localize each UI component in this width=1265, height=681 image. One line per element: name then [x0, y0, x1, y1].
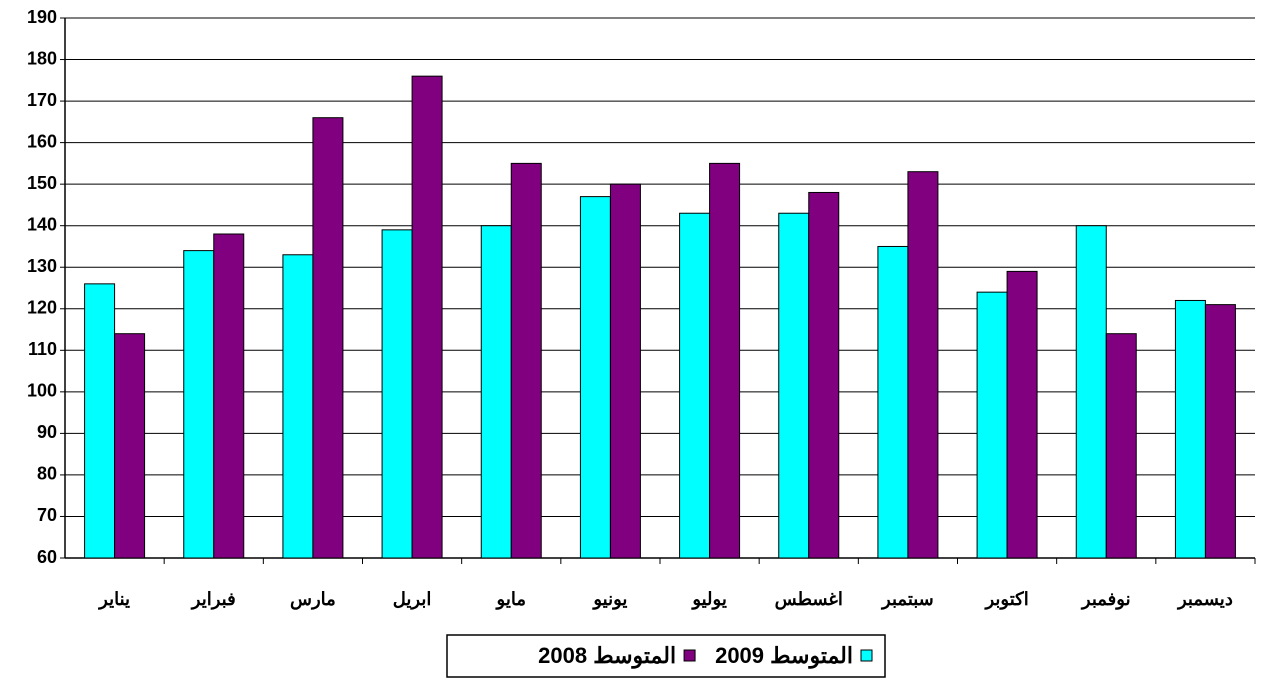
- x-tick-label: مارس: [290, 589, 336, 610]
- x-tick-label: ابريل: [393, 589, 432, 610]
- bar: [510, 162, 542, 559]
- x-tick-label: مايو: [495, 589, 526, 610]
- bar: [381, 229, 413, 559]
- bar: [1075, 225, 1107, 559]
- x-tick-label: سبتمبر: [880, 589, 934, 610]
- y-tick-label: 180: [27, 48, 57, 68]
- x-tick-label: ديسمبر: [1176, 589, 1233, 610]
- bar: [1105, 333, 1137, 559]
- y-tick-label: 110: [28, 339, 57, 359]
- bar: [282, 254, 314, 559]
- bar: [213, 233, 245, 559]
- bar: [877, 245, 909, 559]
- bar: [709, 162, 741, 559]
- bar: [312, 117, 344, 559]
- y-tick-label: 100: [27, 381, 57, 401]
- x-tick-label: نوفمبر: [1080, 589, 1131, 610]
- bar: [1204, 304, 1236, 559]
- x-tick-label: اغسطس: [775, 589, 843, 610]
- y-tick-label: 140: [27, 214, 57, 234]
- y-tick-label: 80: [37, 464, 57, 484]
- bar: [579, 196, 611, 559]
- bar: [808, 191, 840, 559]
- bar: [907, 171, 939, 559]
- legend-label: المتوسط 2008: [538, 643, 676, 669]
- bar: [183, 250, 215, 559]
- bar: [84, 283, 116, 559]
- y-tick-label: 90: [37, 422, 57, 442]
- x-tick-label: اكتوبر: [983, 589, 1028, 610]
- y-tick-label: 120: [27, 298, 57, 318]
- bar: [411, 75, 443, 559]
- bar: [976, 291, 1008, 559]
- bar: [609, 183, 641, 559]
- y-tick-label: 130: [27, 256, 57, 276]
- y-tick-label: 70: [37, 505, 57, 525]
- y-tick-label: 150: [27, 173, 57, 193]
- x-tick-label: يناير: [97, 589, 130, 610]
- legend-label: المتوسط 2009: [715, 643, 853, 669]
- bar: [1006, 270, 1038, 559]
- legend-swatch: [683, 649, 696, 662]
- y-tick-label: 190: [27, 7, 57, 27]
- x-tick-label: فبراير: [190, 589, 236, 610]
- bar: [114, 333, 146, 559]
- bar: [679, 212, 711, 559]
- legend-swatch: [860, 649, 873, 662]
- x-tick-label: يونيو: [591, 589, 627, 610]
- y-tick-label: 170: [27, 90, 57, 110]
- y-tick-label: 160: [27, 131, 57, 151]
- bar: [1174, 299, 1206, 559]
- legend-box: [446, 634, 886, 678]
- bar: [480, 225, 512, 559]
- y-tick-label: 60: [37, 547, 57, 567]
- x-tick-label: يوليو: [690, 589, 727, 610]
- bar: [778, 212, 810, 559]
